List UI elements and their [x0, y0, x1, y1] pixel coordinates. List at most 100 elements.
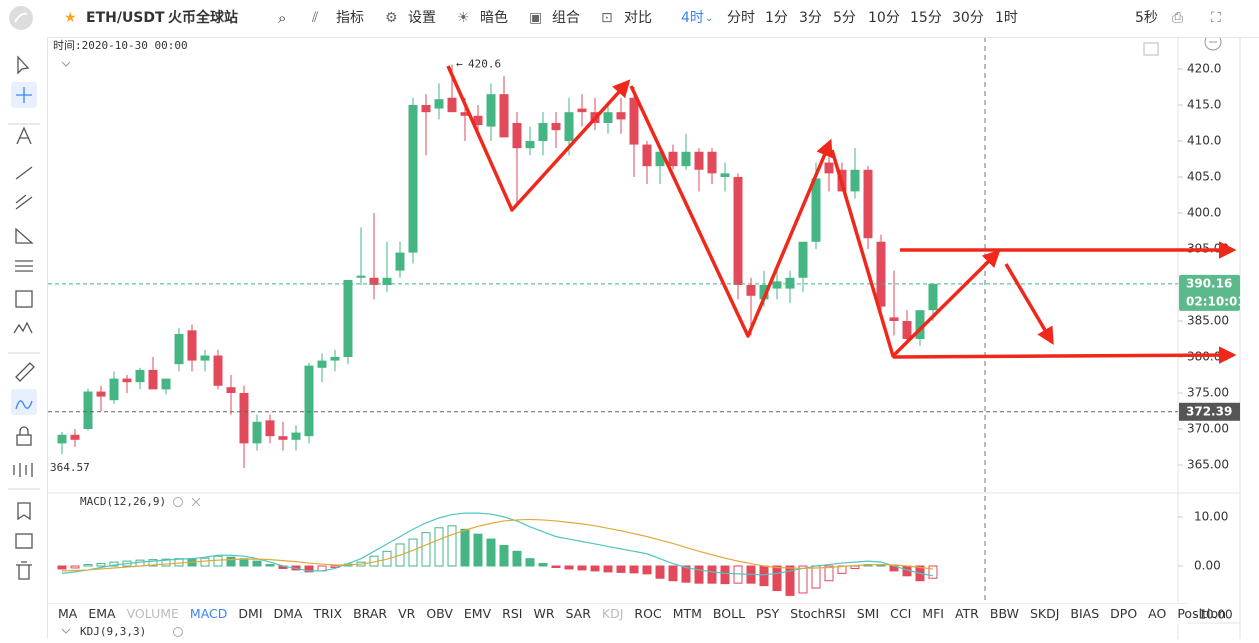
channel-tool[interactable]	[15, 194, 33, 210]
indicator-tab[interactable]: VR	[398, 606, 416, 621]
indicator-tab[interactable]: SKDJ	[1029, 606, 1060, 621]
indicator-tab[interactable]: EMV	[463, 606, 492, 621]
macd-bar	[616, 565, 626, 573]
indicator-tab[interactable]: WR	[533, 606, 555, 621]
interval-option[interactable]: 30分	[952, 10, 984, 26]
tool-sidebar	[0, 37, 48, 639]
candle-body	[928, 283, 938, 311]
interval-option[interactable]: 1分	[765, 10, 788, 26]
indicator-tab[interactable]: SAR	[565, 606, 591, 621]
indicator-tab[interactable]: ROC	[634, 606, 662, 621]
candle-body	[876, 241, 886, 307]
screenshot-icon[interactable]: ⎙	[1172, 10, 1184, 26]
close-icon[interactable]	[191, 497, 201, 507]
interval-option[interactable]: 1时	[995, 10, 1018, 26]
candle-body	[889, 317, 899, 321]
template-tool[interactable]	[15, 533, 33, 549]
indicator-tab[interactable]: OBV	[426, 606, 453, 621]
macd-bar	[57, 565, 67, 570]
macd-dea-line	[61, 518, 934, 572]
indicator-tab[interactable]: StochRSI	[790, 606, 846, 621]
ruler-tool[interactable]	[15, 362, 35, 382]
indicator-tab[interactable]: PSY	[756, 606, 780, 621]
indicator-tab[interactable]: CCI	[890, 606, 912, 621]
candle-body	[486, 94, 496, 127]
indicator-tab[interactable]: ATR	[954, 606, 979, 621]
brush-tool[interactable]	[15, 400, 33, 410]
indicator-tab[interactable]: BBW	[989, 606, 1019, 621]
macd-bar	[824, 565, 834, 582]
indicator-tab[interactable]: TRIX	[313, 606, 343, 621]
indicator-tab[interactable]: RSI	[502, 606, 523, 621]
candle-body	[356, 275, 366, 278]
fib-tool[interactable]	[15, 260, 33, 272]
candle-body	[720, 173, 730, 177]
lock-tool[interactable]	[16, 434, 32, 446]
expand-icon[interactable]	[1143, 42, 1159, 56]
indicator-tab[interactable]: AO	[1148, 606, 1167, 621]
indicator-tab[interactable]: EMA	[88, 606, 116, 621]
indicator-tab[interactable]: KDJ	[601, 606, 624, 621]
macd-title: MACD(12,26,9)	[80, 495, 166, 508]
interval-selected[interactable]: 4时	[681, 10, 704, 26]
indicator-tab[interactable]: BIAS	[1070, 606, 1100, 621]
crosshair-tool[interactable]	[16, 87, 32, 103]
indicator-tab[interactable]: MA	[58, 606, 78, 621]
toolbar-button[interactable]: 对比	[624, 10, 652, 26]
shape-tool[interactable]	[15, 227, 34, 244]
toolbar-button[interactable]: 指标	[336, 10, 364, 26]
macd-bar	[642, 565, 652, 575]
dropdown-caret[interactable]: ⌄	[705, 13, 714, 24]
candle-body	[551, 122, 561, 131]
refresh-interval[interactable]: 5秒	[1135, 10, 1158, 26]
candle-body	[772, 281, 782, 289]
y-tick-label: 385.00	[1187, 313, 1229, 327]
max-arrow: ←	[456, 58, 463, 71]
toolbar-button[interactable]: 设置	[408, 10, 436, 26]
candle-body	[291, 432, 301, 440]
text-tool[interactable]	[16, 126, 32, 145]
interval-option[interactable]: 3分	[799, 10, 822, 26]
drawn-arrow	[1004, 263, 1054, 346]
candle-body	[330, 356, 340, 361]
toolbar-button[interactable]: 组合	[552, 10, 580, 26]
y-tick-label: -10.00	[1194, 608, 1233, 622]
macd-bar	[265, 564, 275, 567]
cursor-tool[interactable]	[17, 55, 30, 75]
pattern-tool[interactable]	[13, 321, 33, 334]
fullscreen-icon[interactable]: ⛶	[1211, 10, 1221, 26]
favorite-star[interactable]: ★	[64, 10, 77, 26]
bookmark-tool[interactable]	[17, 502, 31, 521]
interval-option[interactable]: 15分	[910, 10, 942, 26]
indicator-tab[interactable]: DPO	[1110, 606, 1138, 621]
measure-tool[interactable]	[15, 290, 33, 308]
trendline-tool[interactable]	[15, 166, 33, 180]
search-icon[interactable]: ⌕	[278, 9, 287, 27]
indicator-tab[interactable]: MACD	[189, 606, 228, 621]
macd-bar	[538, 563, 548, 567]
indicator-tab[interactable]: MTM	[672, 606, 702, 621]
indicator-tab[interactable]: VOLUME	[126, 606, 179, 621]
indicator-tab[interactable]: BRAR	[353, 606, 388, 621]
interval-option[interactable]: 5分	[833, 10, 856, 26]
macd-bar	[850, 565, 860, 569]
tool-active-bg	[11, 389, 37, 415]
settings-icon[interactable]	[173, 627, 183, 637]
candle-body	[798, 241, 808, 278]
interval-option[interactable]: 10分	[868, 10, 900, 26]
indicator-tab[interactable]: DMA	[273, 606, 303, 621]
delete-tool[interactable]	[16, 561, 32, 580]
indicator-tab[interactable]: MFI	[922, 606, 944, 621]
interval-option[interactable]: 分时	[727, 10, 755, 26]
settings-icon[interactable]	[173, 497, 183, 507]
candle-body	[863, 169, 873, 239]
indicator-tab[interactable]: SMI	[856, 606, 880, 621]
indicator-tab[interactable]: DMI	[238, 606, 263, 621]
indicator-tab[interactable]: BOLL	[712, 606, 746, 621]
hide-tool[interactable]	[13, 463, 33, 477]
candle-body	[759, 284, 769, 300]
toolbar-button[interactable]: 暗色	[480, 10, 508, 26]
macd-bar	[551, 565, 561, 568]
indicator-tab[interactable]: Position	[1177, 606, 1227, 621]
macd-bar	[590, 565, 600, 572]
